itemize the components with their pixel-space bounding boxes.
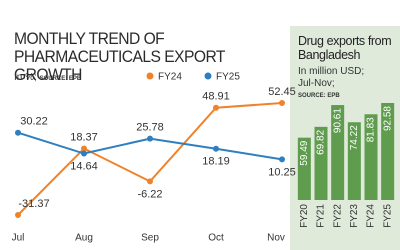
point: [213, 145, 219, 152]
value-label: 74.22: [349, 125, 360, 150]
x-tick-label: Oct: [208, 233, 224, 244]
value-label: 14.64: [70, 160, 98, 172]
bar: [364, 114, 378, 200]
bar: [347, 122, 361, 200]
point: [147, 178, 153, 185]
point: [15, 212, 21, 218]
period-note: Jul-Nov;: [298, 78, 335, 89]
value-label: 69.82: [316, 129, 327, 154]
value-label: 59.49: [299, 140, 310, 165]
legend-swatch: [146, 72, 154, 80]
point: [279, 156, 285, 163]
point: [81, 145, 87, 152]
value-label: 18.37: [70, 131, 98, 143]
chart-subtitle: In million USD; Jul-Nov; SOURCE: EPB: [298, 66, 364, 102]
chart-subtitle: In %; SOURCE: EPB: [14, 72, 81, 83]
source: SOURCE: EPB: [298, 93, 340, 99]
source: SOURCE: EPB: [39, 76, 82, 82]
chart-title: Drug exports from Bangladesh: [298, 34, 392, 62]
x-tick-label: FY21: [316, 204, 327, 228]
x-tick-label: FY23: [349, 204, 360, 228]
legend-label: FY24: [158, 72, 182, 83]
legend-swatch: [204, 72, 212, 80]
bar: [314, 126, 328, 200]
value-label: 10.25: [268, 166, 296, 178]
bar: [331, 105, 345, 200]
point: [279, 100, 285, 106]
bar: [381, 103, 395, 200]
point: [15, 129, 21, 136]
x-tick-label: Aug: [75, 233, 93, 244]
unit-note: In million USD;: [298, 66, 365, 77]
value-label: 90.61: [332, 108, 343, 133]
value-label: 48.91: [202, 91, 230, 103]
x-tick-label: Sep: [141, 233, 159, 244]
value-label: -31.37: [18, 198, 49, 210]
x-tick-label: Nov: [267, 233, 285, 244]
x-tick-label: Jul: [12, 233, 25, 244]
value-label: 18.19: [202, 156, 230, 168]
point: [147, 135, 153, 142]
x-tick-label: FY20: [299, 204, 310, 228]
x-tick-label: FY22: [332, 204, 343, 228]
value-label: 81.83: [366, 117, 377, 142]
x-tick-label: FY24: [366, 204, 377, 228]
value-label: -6.22: [137, 188, 162, 200]
point: [213, 104, 219, 111]
x-tick-label: FY25: [382, 204, 393, 228]
value-label: 25.78: [136, 122, 164, 134]
bar: [297, 137, 311, 200]
value-label: 52.45: [268, 86, 296, 98]
value-label: 92.58: [382, 106, 393, 131]
legend-label: FY25: [216, 72, 240, 83]
point: [81, 150, 87, 157]
unit-note: In %;: [14, 72, 37, 83]
chart-title: MONTHLY TREND OF PHARMACEUTICALS EXPORT …: [14, 29, 225, 84]
value-label: 30.22: [20, 116, 48, 128]
